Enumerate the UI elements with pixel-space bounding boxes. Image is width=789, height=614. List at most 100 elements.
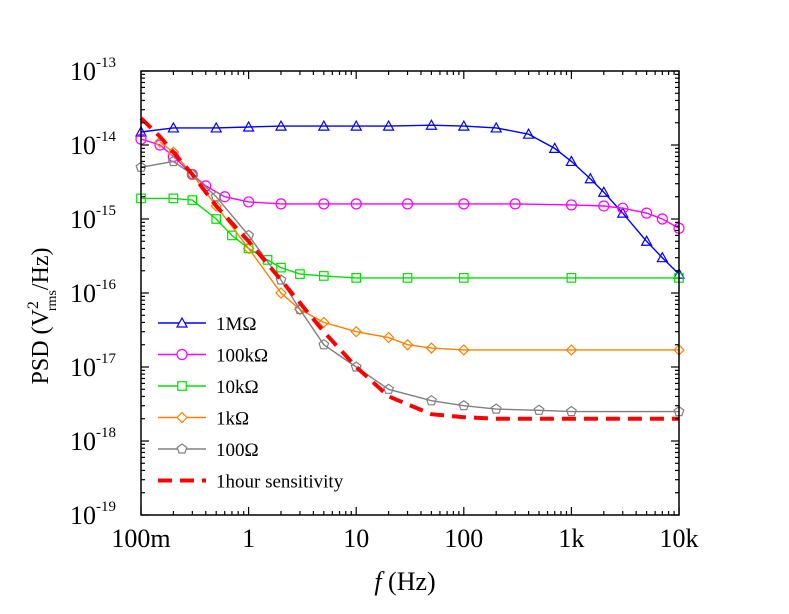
series-4-point <box>210 190 222 202</box>
series-2-point <box>295 269 305 279</box>
series-3-point <box>275 287 287 299</box>
legend-item: 10kΩ <box>158 377 259 398</box>
y-axis-label-sub: rms <box>45 290 60 311</box>
series-5 <box>139 116 679 421</box>
series-3-point <box>242 242 255 255</box>
series-2-point <box>168 193 179 204</box>
series-2-point <box>566 273 577 283</box>
series-1-point <box>598 200 610 212</box>
series-4-line <box>140 160 679 413</box>
series-2-point <box>211 214 222 224</box>
y-tick-label: 10-18 <box>70 425 116 456</box>
legend-item: 100Ω <box>158 440 259 461</box>
x-tick-label: 1 <box>242 524 255 553</box>
series-1-point <box>243 196 255 208</box>
plot-area <box>134 116 686 421</box>
legend-marker <box>175 316 189 328</box>
series-0-point <box>584 172 597 184</box>
series-3-point <box>167 146 180 159</box>
x-tick-label: 10 <box>343 524 369 553</box>
series-2-point <box>318 271 329 281</box>
series-4-point <box>565 405 577 417</box>
series-1 <box>135 133 685 234</box>
series-1-point <box>617 202 629 214</box>
legend-item: 1MΩ <box>158 314 257 335</box>
series-3-point <box>457 344 470 356</box>
series-0 <box>134 118 686 279</box>
legend-marker <box>176 411 188 424</box>
series-0-point <box>656 251 669 263</box>
series-2-line <box>141 197 679 279</box>
y-axis-label-sup: 2 <box>25 301 42 309</box>
legend-label: 1hour sensitivity <box>216 472 344 493</box>
legend: 1MΩ 100kΩ 10kΩ 1kΩ 100Ω 1hour sensitivity <box>158 314 344 493</box>
x-axis-label-rest: (Hz) <box>382 567 436 596</box>
legend-marker <box>176 443 188 454</box>
series-1-point <box>509 198 521 210</box>
legend-label: 1kΩ <box>216 409 249 430</box>
series-2-point <box>227 230 237 241</box>
legend-label: 100kΩ <box>216 346 268 367</box>
series-2-point <box>187 195 198 205</box>
series-1-point <box>458 198 470 210</box>
series-0-point <box>640 235 653 246</box>
series-5-line <box>139 116 679 421</box>
series-0-point <box>167 121 180 133</box>
series-1-line <box>140 138 680 229</box>
series-0-point <box>242 120 255 132</box>
series-1-point <box>401 198 414 210</box>
series-3-point <box>317 316 330 329</box>
series-1-point <box>219 191 231 203</box>
series-3-point <box>401 338 414 351</box>
series-2-point <box>351 273 362 283</box>
series-0-point <box>548 142 561 153</box>
series-0-point <box>210 121 223 133</box>
x-tick-label: 1k <box>558 524 584 553</box>
y-axis-label-post: /Hz) <box>28 247 54 290</box>
legend-label: 100Ω <box>216 440 259 461</box>
x-tick-label: 10k <box>660 524 699 553</box>
legend-item: 1hour sensitivity <box>158 472 344 493</box>
series-0-point <box>597 185 610 197</box>
series-2-point <box>458 273 469 283</box>
series-3-point <box>350 325 363 338</box>
series-2-point <box>276 262 286 273</box>
series-1-point <box>656 213 668 225</box>
series-0-point <box>457 119 470 131</box>
series-0-point <box>490 121 503 133</box>
x-axis-label-italic: f <box>374 567 385 596</box>
series-4-point <box>383 383 395 394</box>
series-4-point <box>458 399 470 411</box>
y-axis: 10-13 10-14 10-15 10-16 10-17 10-18 10-19 <box>70 55 679 530</box>
series-4-point <box>318 338 330 350</box>
series-4-point <box>533 404 545 415</box>
legend-item: 1kΩ <box>158 409 249 430</box>
x-tick-label: 100m <box>111 524 170 553</box>
x-tick-label: 100 <box>444 524 483 553</box>
legend-label: 10kΩ <box>216 377 259 398</box>
legend-marker <box>177 381 187 391</box>
series-0-point <box>317 119 330 131</box>
series-1-point <box>318 198 330 210</box>
legend-label: 1MΩ <box>216 314 257 335</box>
y-tick-label: 10-13 <box>70 55 116 86</box>
series-0-point <box>425 118 438 130</box>
y-axis-label: PSD (V2 rms/Hz) <box>25 247 60 384</box>
y-axis-label-pre: PSD (V <box>28 308 54 384</box>
series-1-point <box>565 199 578 211</box>
x-axis: 100m 1 10 100 1k 10k <box>111 71 699 553</box>
series-2 <box>136 193 684 283</box>
series-2-point <box>402 273 413 283</box>
series-4-point <box>425 394 437 406</box>
series-0-line <box>140 124 680 275</box>
series-1-point <box>275 198 287 210</box>
series-4-point <box>490 403 502 414</box>
y-tick-label: 10-16 <box>70 277 116 308</box>
series-3-point <box>565 344 578 356</box>
y-tick-label: 10-17 <box>70 351 116 382</box>
series-0-point <box>382 119 395 131</box>
x-axis-label: f (Hz) <box>374 567 435 596</box>
series-1-point <box>641 207 653 219</box>
y-tick-label: 10-14 <box>70 129 116 160</box>
series-0-point <box>565 155 578 167</box>
